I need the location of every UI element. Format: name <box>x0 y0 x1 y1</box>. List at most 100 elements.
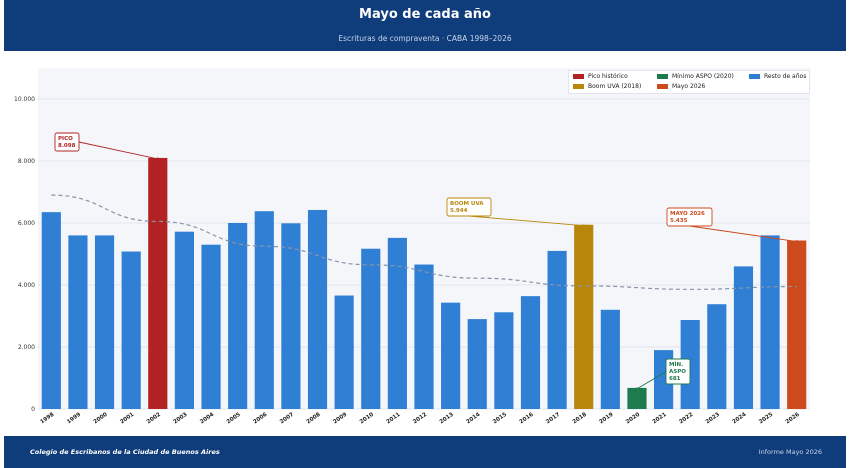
bar-2018 <box>574 224 594 409</box>
annotation-arrow-tip <box>582 224 586 228</box>
bar-2001 <box>121 251 141 409</box>
annotation-arrow-tip <box>635 387 639 391</box>
x-tick-label: 2016 <box>519 412 535 426</box>
annotation-text: MÍN. <box>669 360 683 368</box>
annotation-arrow <box>689 225 797 242</box>
bar-2006 <box>254 211 274 409</box>
annotation-arrow <box>468 215 584 227</box>
bar-2002 <box>148 157 168 409</box>
page-subtitle: Escrituras de compraventa · CABA 1998–20… <box>338 34 512 43</box>
x-tick-label: 1999 <box>66 412 82 426</box>
legend-item-latest: Mayo 2026 <box>657 83 705 90</box>
annotation-text: 681 <box>669 376 681 382</box>
x-tick-label: 2008 <box>306 412 322 426</box>
x-tick-label: 2015 <box>492 412 508 426</box>
x-tick-label: 2024 <box>732 412 748 426</box>
x-tick-label: 2004 <box>199 412 215 426</box>
annotation-box <box>54 132 80 152</box>
x-tick-label: 1998 <box>39 412 55 426</box>
legend-label-peak: Pico histórico <box>588 73 628 80</box>
page-title: Mayo de cada año <box>359 7 491 22</box>
header-bar: Mayo de cada año Escrituras de compraven… <box>4 0 846 51</box>
annotation-text: ASPO <box>669 369 686 375</box>
annotation-arrow-tip <box>156 157 160 161</box>
bar-2008 <box>307 209 328 409</box>
footer-bar: Colegio de Escribanos de la Ciudad de Bu… <box>4 436 846 468</box>
legend-swatch-peak <box>573 74 584 79</box>
x-tick-label: 2026 <box>785 412 801 426</box>
x-tick-label: 2011 <box>386 412 402 426</box>
x-tick-label: 2023 <box>705 412 721 426</box>
x-tick-label: 2022 <box>678 412 694 426</box>
legend-swatch-latest <box>657 84 668 89</box>
bar-2009 <box>334 295 354 409</box>
x-tick-label: 2009 <box>332 412 348 426</box>
x-tick-label: 2025 <box>758 412 774 426</box>
y-tick-label: 2.000 <box>18 344 35 351</box>
bar-1998 <box>41 212 61 409</box>
bar-2004 <box>201 244 221 409</box>
bar-2010 <box>361 248 381 409</box>
y-tick-label: 10.000 <box>14 96 35 103</box>
bar-2016 <box>520 296 541 409</box>
x-tick-label: 2005 <box>226 412 242 426</box>
x-tick-label: 2000 <box>93 412 109 426</box>
x-tick-label: 2019 <box>599 412 615 426</box>
legend-swatch-boom <box>573 84 584 89</box>
y-tick-label: 0 <box>31 406 35 413</box>
x-tick-label: 2003 <box>173 412 189 426</box>
bar-2019 <box>600 309 620 409</box>
bar-2012 <box>414 264 434 409</box>
annotation-box <box>665 358 691 385</box>
legend-label-latest: Mayo 2026 <box>672 83 706 90</box>
legend-label-aspo: Mínimo ASPO (2020) <box>672 73 734 80</box>
bar-2015 <box>494 312 514 409</box>
bar-2026 <box>787 240 807 409</box>
annotation-arrow <box>636 371 667 390</box>
annotation-box <box>446 197 492 217</box>
bar-2014 <box>467 319 487 409</box>
x-tick-label: 2013 <box>439 412 455 426</box>
legend-label-boom: Boom UVA (2018) <box>588 83 642 90</box>
annotation-arrow-tip <box>795 240 799 243</box>
legend-item-boom: Boom UVA (2018) <box>573 83 641 90</box>
annotation-box <box>666 207 713 227</box>
bar-1999 <box>68 235 88 409</box>
annotation-text: 8.098 <box>58 143 76 149</box>
y-tick-label: 4.000 <box>18 282 35 289</box>
y-tick-label: 8.000 <box>18 158 35 165</box>
legend-swatch-rest <box>749 74 760 79</box>
x-tick-label: 2018 <box>572 412 588 426</box>
annotation-text: 5.944 <box>450 208 468 214</box>
x-tick-label: 2014 <box>465 412 481 426</box>
legend-label-rest: Resto de años <box>764 73 807 80</box>
bar-2000 <box>94 235 115 409</box>
x-tick-label: 2010 <box>359 412 375 426</box>
annotation-text: MAYO 2026 <box>670 211 705 217</box>
legend-swatch-aspo <box>657 74 668 79</box>
bar-2017 <box>547 250 567 409</box>
bar-2005 <box>228 223 248 409</box>
legend-item-rest: Resto de años <box>749 73 806 80</box>
bar-2007 <box>281 223 301 409</box>
x-tick-label: 2007 <box>279 412 295 426</box>
annotation-text: PICO <box>58 136 73 142</box>
y-tick-label: 6.000 <box>18 220 35 227</box>
annotation-text: BOOM UVA <box>450 201 484 207</box>
legend-item-peak: Pico histórico <box>573 73 628 80</box>
x-tick-label: 2012 <box>412 412 428 426</box>
legend-item-aspo: Mínimo ASPO (2020) <box>657 73 734 80</box>
x-tick-label: 2001 <box>119 412 135 426</box>
bar-2011 <box>387 237 407 409</box>
footer-organization: Colegio de Escribanos de la Ciudad de Bu… <box>30 448 220 456</box>
trend-line <box>51 194 797 290</box>
x-tick-label: 2020 <box>625 412 641 426</box>
x-tick-label: 2002 <box>146 412 162 426</box>
x-tick-label: 2017 <box>545 412 561 426</box>
footer-report-label: Informe Mayo 2026 <box>758 448 822 456</box>
